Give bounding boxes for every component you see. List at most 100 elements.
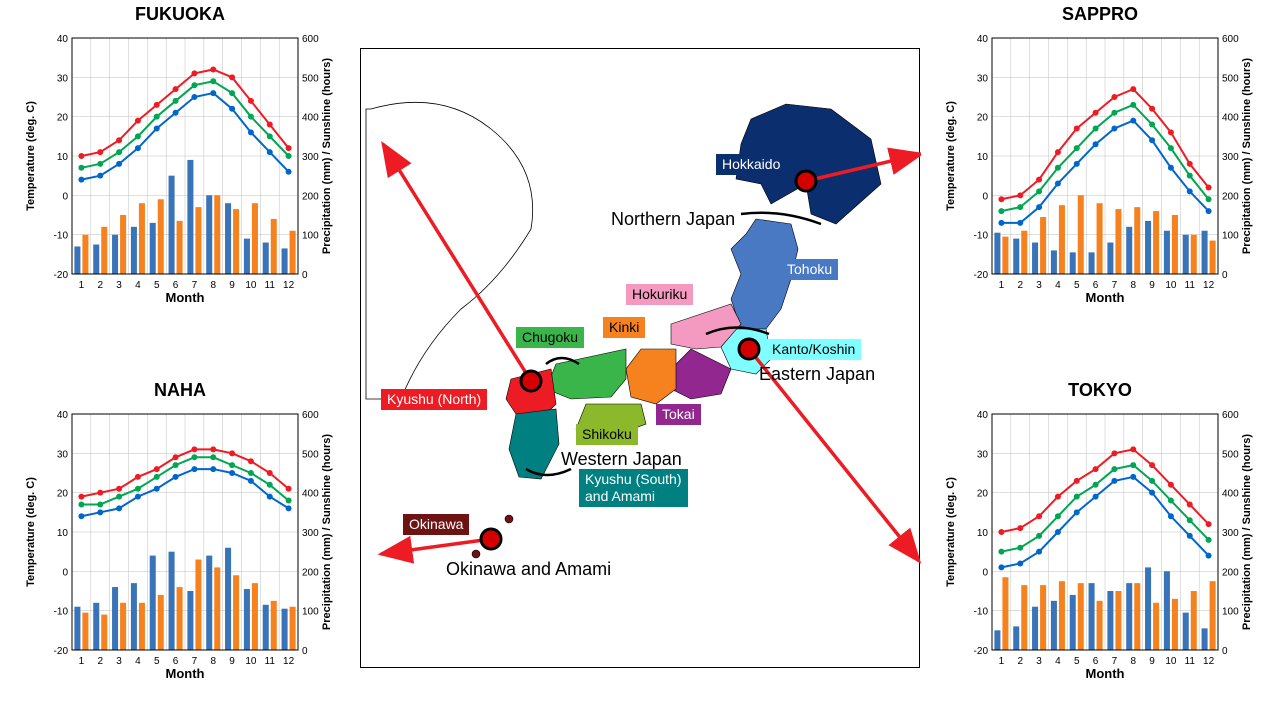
svg-text:300: 300 <box>1222 152 1239 163</box>
svg-text:1: 1 <box>79 280 85 291</box>
sunshine-bar <box>1134 207 1140 274</box>
precip-bar <box>1070 595 1076 650</box>
svg-text:1: 1 <box>79 656 85 667</box>
region-tokai <box>671 349 731 399</box>
svg-text:12: 12 <box>1203 280 1215 291</box>
sunshine-bar <box>1021 585 1027 650</box>
svg-text:4: 4 <box>135 280 141 291</box>
precip-bar <box>187 160 193 274</box>
svg-text:40: 40 <box>57 410 69 421</box>
sunshine-bar <box>195 560 201 650</box>
svg-text:20: 20 <box>57 489 69 500</box>
svg-text:100: 100 <box>302 231 319 242</box>
svg-text:20: 20 <box>977 489 989 500</box>
svg-text:2: 2 <box>97 656 103 667</box>
sunshine-bar <box>1002 237 1008 274</box>
svg-text:9: 9 <box>229 656 235 667</box>
sunshine-bar <box>214 195 220 274</box>
precip-bar <box>1013 626 1019 650</box>
svg-text:30: 30 <box>57 449 69 460</box>
sunshine-bar <box>1172 215 1178 274</box>
sunshine-bar <box>120 215 126 274</box>
svg-text:11: 11 <box>265 280 276 291</box>
svg-text:8: 8 <box>210 656 216 667</box>
chart-title: FUKUOKA <box>135 4 225 24</box>
svg-text:200: 200 <box>302 191 319 202</box>
svg-text:-20: -20 <box>974 646 989 657</box>
chart-title: TOKYO <box>1068 380 1132 400</box>
sunshine-bar <box>139 203 145 274</box>
sunshine-bar <box>1191 591 1197 650</box>
sunshine-bar <box>120 603 126 650</box>
sunshine-bar <box>290 607 296 650</box>
sunshine-bar <box>233 575 239 650</box>
svg-text:400: 400 <box>1222 113 1239 124</box>
precip-bar <box>994 233 1000 274</box>
sunshine-bar <box>1191 235 1197 274</box>
svg-text:1: 1 <box>999 656 1005 667</box>
sunshine-bar <box>1059 581 1065 650</box>
city-marker <box>796 171 816 191</box>
svg-text:3: 3 <box>116 656 122 667</box>
sunshine-bar <box>82 235 88 274</box>
region-label: Shikoku <box>576 424 638 445</box>
sunshine-bar <box>177 221 183 274</box>
x-label: Month <box>1086 666 1125 681</box>
svg-text:0: 0 <box>1222 646 1228 657</box>
precip-bar <box>112 235 118 274</box>
sunshine-bar <box>1153 211 1159 274</box>
svg-text:100: 100 <box>1222 231 1239 242</box>
svg-text:4: 4 <box>1055 280 1061 291</box>
sunshine-bar <box>1210 241 1216 274</box>
svg-text:5: 5 <box>1074 656 1080 667</box>
region-label: Hokuriku <box>626 284 693 305</box>
svg-text:5: 5 <box>1074 280 1080 291</box>
svg-text:600: 600 <box>302 410 319 421</box>
precip-bar <box>187 591 193 650</box>
precip-bar <box>1089 252 1095 274</box>
precip-bar <box>74 246 80 274</box>
svg-text:20: 20 <box>57 113 69 124</box>
sunshine-bar <box>1021 231 1027 274</box>
svg-text:40: 40 <box>977 34 989 45</box>
sunshine-bar <box>1078 583 1084 650</box>
precip-bar <box>1013 239 1019 274</box>
svg-text:40: 40 <box>977 410 989 421</box>
sunshine-bar <box>1210 581 1216 650</box>
precip-bar <box>1126 227 1132 274</box>
precip-bar <box>169 176 175 274</box>
region-label: Okinawa <box>403 514 469 535</box>
svg-text:0: 0 <box>1222 270 1228 281</box>
svg-text:12: 12 <box>1203 656 1215 667</box>
sunshine-bar <box>139 603 145 650</box>
svg-text:8: 8 <box>1130 656 1136 667</box>
svg-text:12: 12 <box>283 280 295 291</box>
chart-fukuoka: FUKUOKA-20-10010203040010020030040050060… <box>20 2 340 332</box>
region-label: Kinki <box>603 317 645 338</box>
precip-bar <box>1107 591 1113 650</box>
svg-text:20: 20 <box>977 113 989 124</box>
svg-text:10: 10 <box>977 528 989 539</box>
precip-bar <box>169 552 175 650</box>
precip-bar <box>150 556 156 650</box>
svg-text:11: 11 <box>265 656 276 667</box>
region-label: Hokkaido <box>716 154 786 175</box>
y-left-label: Temperature (deg. C) <box>25 101 37 211</box>
chart-tokyo: TOKYO-20-1001020304001002003004005006001… <box>940 378 1260 708</box>
sunshine-bar <box>1172 599 1178 650</box>
y-right-label: Precipitation (mm) / Sunshine (hours) <box>1241 434 1253 631</box>
precip-bar <box>93 245 99 275</box>
svg-text:600: 600 <box>1222 34 1239 45</box>
svg-text:2: 2 <box>97 280 103 291</box>
precip-bar <box>1070 252 1076 274</box>
y-right-label: Precipitation (mm) / Sunshine (hours) <box>321 434 333 631</box>
x-label: Month <box>1086 290 1125 305</box>
precip-bar <box>1051 601 1057 650</box>
y-left-label: Temperature (deg. C) <box>945 477 957 587</box>
sunshine-bar <box>1115 209 1121 274</box>
precip-bar <box>1164 231 1170 274</box>
precip-bar <box>244 239 250 274</box>
svg-text:0: 0 <box>982 191 988 202</box>
precip-bar <box>112 587 118 650</box>
svg-text:8: 8 <box>1130 280 1136 291</box>
